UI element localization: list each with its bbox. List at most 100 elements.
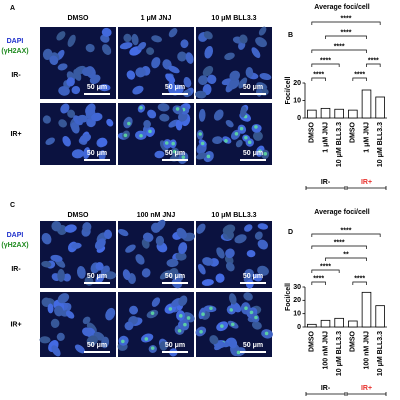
significance-bracket (352, 281, 367, 285)
foci (144, 337, 149, 341)
nucleus (124, 321, 134, 331)
bar (307, 109, 317, 119)
nucleus (225, 119, 234, 128)
nucleus (159, 270, 171, 280)
nucleus (251, 47, 261, 59)
nucleus (254, 231, 263, 240)
foci (199, 329, 203, 334)
nucleus (103, 229, 113, 240)
group-label: IR- (321, 385, 331, 392)
nucleus (257, 239, 269, 250)
micrograph: 50 μm (196, 221, 272, 289)
nucleus (122, 269, 131, 281)
nucleus (60, 103, 70, 114)
nucleus (159, 341, 168, 351)
column-header: DMSO (68, 212, 90, 219)
significance-label: **** (320, 57, 331, 64)
nucleus (253, 131, 263, 141)
micrograph: 50 μm (39, 292, 116, 357)
nucleus (244, 224, 253, 232)
scale-bar-label: 50 μm (243, 150, 263, 157)
bar (361, 89, 372, 119)
nucleus (196, 223, 206, 234)
foci (239, 126, 244, 131)
group-label: IR+ (361, 385, 372, 392)
micrograph: 50 μm (40, 103, 116, 165)
nucleus (215, 273, 225, 283)
stain-label: DAPI (7, 232, 24, 239)
y-tick-label: 0 (297, 115, 301, 122)
scale-bar-label: 50 μm (243, 342, 263, 349)
nucleus (64, 224, 77, 233)
y-tick-label: 20 (293, 297, 301, 304)
stain-label: (γH2AX) (1, 242, 28, 249)
nucleus (101, 336, 110, 349)
nucleus (177, 112, 188, 122)
nucleus (239, 34, 248, 44)
foci (230, 322, 235, 327)
nucleus (203, 31, 213, 40)
nucleus (225, 262, 235, 272)
foci (234, 131, 239, 136)
nucleus (185, 52, 194, 64)
x-tick-label: 10 μM BLL3.3 (377, 331, 384, 376)
nucleus (56, 31, 66, 41)
foci (254, 125, 258, 129)
nucleus (91, 112, 103, 122)
nucleus (168, 267, 179, 279)
nucleus (71, 242, 82, 249)
x-tick-label: DMSO (350, 330, 357, 352)
significance-bracket (311, 77, 326, 81)
micrograph: 50 μm (118, 27, 194, 99)
nucleus (147, 109, 157, 119)
significance-bracket (311, 245, 367, 249)
y-tick-label: 20 (293, 80, 301, 87)
nucleus (73, 69, 82, 81)
nucleus (123, 33, 132, 43)
foci (177, 328, 182, 333)
nucleus (76, 265, 86, 279)
column-header: 1 μM JNJ (141, 15, 172, 22)
nucleus (202, 65, 214, 77)
foci (178, 314, 183, 318)
bar (348, 320, 358, 328)
significance-label: **** (341, 15, 352, 22)
nucleus (94, 238, 106, 250)
nucleus (57, 63, 68, 71)
x-tick-label: 10 μM BLL3.3 (336, 331, 343, 376)
significance-label: **** (368, 57, 379, 64)
nucleus (98, 150, 106, 161)
nucleus (229, 70, 241, 82)
nucleus (82, 327, 92, 337)
nucleus (82, 316, 91, 325)
nucleus (137, 41, 147, 51)
significance-bracket (311, 269, 340, 273)
foci (254, 315, 258, 320)
foci (201, 312, 205, 316)
foci (198, 132, 203, 136)
nucleus (204, 45, 214, 59)
nucleus (201, 279, 214, 286)
nucleus (65, 310, 75, 319)
nucleus (131, 33, 139, 46)
foci (244, 306, 248, 310)
nucleus (41, 297, 51, 307)
micrograph: 50 μm (40, 27, 116, 99)
nucleus (229, 293, 237, 305)
y-axis-label: Foci/cell (285, 283, 292, 311)
stain-label: (γH2AX) (1, 48, 28, 55)
y-tick-label: 10 (293, 311, 301, 318)
foci (139, 106, 143, 110)
nucleus (197, 263, 206, 275)
nucleus (86, 335, 98, 346)
foci (150, 311, 155, 315)
nucleus (176, 227, 187, 239)
micrograph: 50 μm (117, 292, 195, 357)
bar (361, 291, 372, 328)
column-header: 10 μM BLL3.3 (211, 15, 256, 22)
bar (334, 317, 344, 328)
foci (258, 149, 262, 153)
row-label: IR+ (10, 131, 21, 138)
nucleus (165, 73, 176, 84)
foci (209, 306, 213, 311)
